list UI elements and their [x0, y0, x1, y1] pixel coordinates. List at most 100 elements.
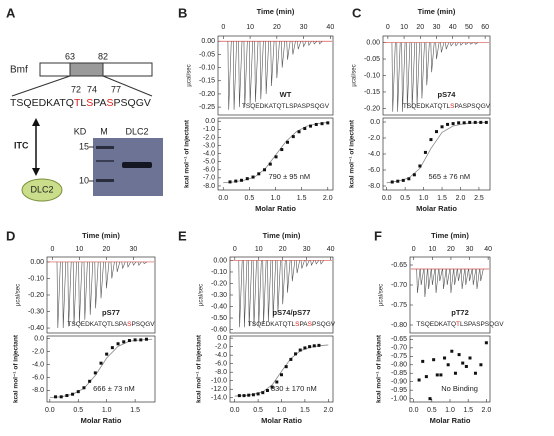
data-point: [139, 338, 143, 342]
y-tick-label: 0.0: [370, 119, 380, 126]
sequence-part: TSQEDKATQ: [416, 321, 456, 328]
y-tick-label: 0.0: [34, 335, 44, 342]
injection-peak: [295, 260, 300, 274]
injection-peak: [286, 260, 291, 293]
data-point: [412, 173, 416, 177]
sequence-part: S: [450, 103, 455, 110]
injection-peak: [449, 268, 454, 294]
injection-peak: [474, 42, 479, 45]
y-tick-label: -0.15: [199, 78, 215, 85]
data-point: [401, 178, 405, 182]
injection-peak: [137, 261, 142, 266]
x-tick-label: 30: [433, 24, 441, 31]
injection-peak: [427, 268, 432, 290]
sample-label: pS77: [102, 308, 120, 317]
data-point: [242, 394, 246, 398]
gel-marker: 15: [79, 141, 89, 151]
gel-band: [122, 162, 152, 168]
data-point: [291, 135, 295, 139]
x-tick-label: 0.5: [244, 195, 254, 202]
y-tick-label: -10.0: [211, 378, 227, 385]
site-number: 74: [87, 84, 97, 94]
injection-peak: [453, 268, 458, 286]
y-tick-label: -0.75: [391, 302, 407, 309]
injection-peak: [99, 261, 104, 299]
y-tick-label: -0.20: [28, 292, 44, 299]
injection-peak: [121, 261, 126, 269]
x-tick-label: 0: [412, 246, 416, 253]
sequence: TSQEDKATQTLSPASPSQGV: [67, 321, 155, 328]
gel-band: [96, 160, 114, 162]
y-tick-label: -6.0: [203, 167, 215, 174]
sequence-part: PSQGV: [114, 97, 151, 109]
data-point: [110, 346, 114, 350]
gel-band: [96, 146, 114, 149]
y-tick-label: -0.20: [211, 280, 227, 287]
data-point: [93, 371, 97, 375]
data-point: [257, 172, 261, 176]
x-tick-label: 1.5: [437, 195, 447, 202]
x-axis-title: Molar Ratio: [416, 204, 457, 213]
sequence-part: LSPASPSQGV: [460, 321, 504, 328]
y-tick-label: -4.0: [215, 352, 227, 359]
data-point: [76, 390, 80, 394]
data-point: [484, 341, 488, 345]
data-point: [82, 386, 86, 390]
x-axis-title: Time (min): [418, 7, 456, 16]
sequence: TSQEDKATQTLSPASPSQGV: [248, 321, 336, 328]
injection-peak: [430, 42, 435, 73]
x-tick-label: 1.5: [130, 407, 140, 414]
injection-peak: [83, 261, 88, 320]
sequence: TSQEDKATQTLSPASPSQGV: [10, 97, 151, 109]
injection-peak: [262, 260, 267, 324]
injection-peak: [315, 260, 320, 265]
data-point: [479, 120, 483, 124]
data-point: [127, 339, 131, 343]
x-tick-label: 0: [221, 24, 225, 31]
x-tick-label: 0.5: [73, 407, 83, 414]
x-tick-label: 2.5: [474, 195, 484, 202]
injection-peak: [275, 41, 280, 79]
injection-peak: [248, 260, 253, 327]
partner: DLC2: [30, 184, 53, 194]
y-tick-label: -0.40: [28, 325, 44, 332]
data-point: [298, 348, 302, 352]
panel-letter: A: [6, 5, 16, 20]
data-point: [144, 337, 148, 341]
sample-label: pS74: [438, 90, 457, 99]
x-tick-label: 40: [484, 246, 492, 253]
y-tick-label: -0.15: [364, 89, 380, 96]
injection-peak: [78, 261, 83, 324]
x-tick-label: 10: [400, 24, 408, 31]
data-point: [424, 375, 428, 379]
injection-peak: [468, 268, 473, 282]
x-tick-label: 0.0: [230, 407, 240, 414]
injection-peak: [302, 41, 307, 48]
data-point: [484, 120, 488, 124]
data-point: [461, 361, 465, 365]
y-tick-label: -8.0: [215, 369, 227, 376]
data-point: [274, 155, 278, 159]
data-point: [88, 379, 92, 383]
injection-peak: [132, 261, 137, 266]
y-tick-label: -1.0: [203, 126, 215, 133]
y-tick-label: -0.80: [391, 322, 407, 329]
y-tick-label: -14.0: [211, 395, 227, 402]
y-axis-title: µcal/sec: [199, 284, 205, 306]
injection-peak: [238, 260, 243, 328]
data-point: [309, 124, 313, 128]
sequence-part: T: [456, 321, 460, 328]
data-point: [428, 397, 432, 401]
x-tick-label: 50: [465, 24, 473, 31]
data-point: [261, 391, 265, 395]
injection-peak: [243, 41, 248, 108]
protein-name: Bmf: [10, 65, 28, 76]
sample-label: pT72: [451, 308, 469, 317]
injection-peak: [270, 41, 275, 87]
injection-peak: [460, 268, 465, 290]
injection-peak: [110, 261, 115, 279]
data-point: [439, 373, 443, 377]
x-tick-label: 0.5: [427, 407, 437, 414]
injection-peak: [67, 261, 72, 327]
injection-peak: [396, 42, 401, 112]
